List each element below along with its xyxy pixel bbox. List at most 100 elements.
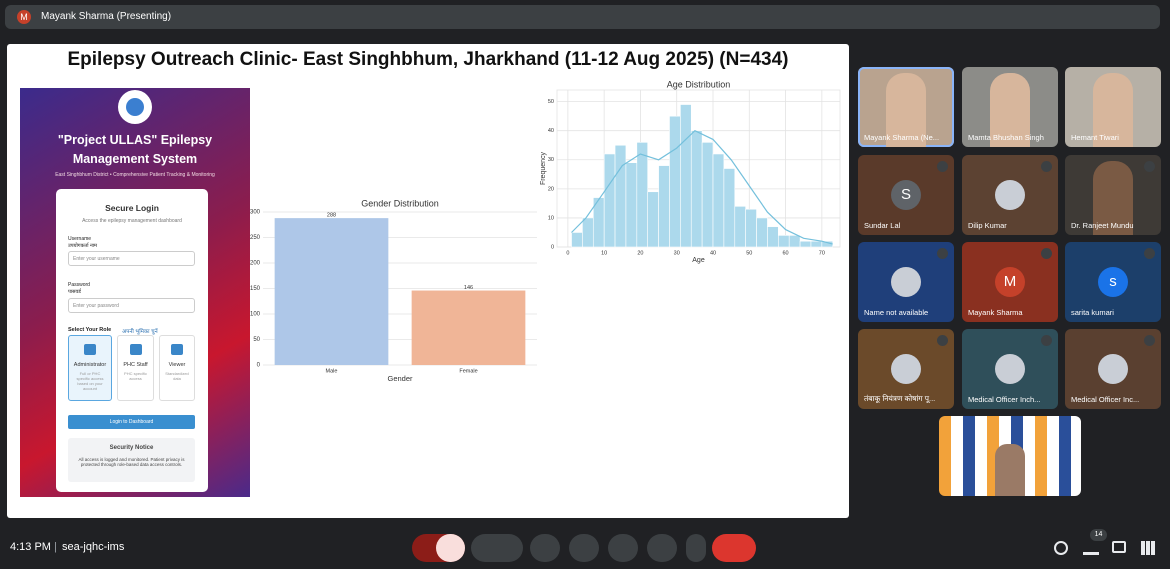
bar xyxy=(411,290,526,365)
histogram-bar xyxy=(734,205,746,248)
participant-tile: Medical Officer Inch... xyxy=(962,329,1058,409)
x-axis-label: Age xyxy=(692,257,705,264)
participant-picture xyxy=(891,354,921,384)
participant-name: Mamta Bhushan Singh xyxy=(968,133,1044,142)
card-subtitle: Access the epilepsy management dashboard xyxy=(82,218,182,224)
histogram-bar xyxy=(756,217,768,248)
histogram-bar xyxy=(658,165,670,248)
y-tick-label: 0 xyxy=(257,363,261,369)
info-button[interactable] xyxy=(1054,541,1068,555)
participant-name: Dilip Kumar xyxy=(968,221,1007,230)
camera-button[interactable] xyxy=(471,534,523,562)
participant-name: sarita kumari xyxy=(1071,308,1114,317)
mute-icon xyxy=(937,248,948,259)
more-button[interactable] xyxy=(686,534,706,562)
bar xyxy=(274,218,389,365)
histogram-bar xyxy=(723,168,736,248)
x-tick-label: 20 xyxy=(637,250,643,256)
x-tick-label: 60 xyxy=(783,250,789,256)
kde-line xyxy=(571,129,833,245)
x-tick-label: 10 xyxy=(601,250,607,256)
login-button: Login to Dashboard xyxy=(68,415,195,429)
x-tick-label: 30 xyxy=(674,250,680,256)
participant-picture xyxy=(886,73,926,147)
y-tick-label: 20 xyxy=(548,186,554,192)
participant-initial: s xyxy=(1098,267,1128,297)
notice-text: All access is logged and monitored. Pati… xyxy=(78,457,185,467)
password-input: Enter your password xyxy=(68,298,195,313)
y-tick-label: 30 xyxy=(548,157,554,163)
notice-title: Security Notice xyxy=(109,445,154,451)
participant-tile: M Mayank Sharma xyxy=(962,242,1058,322)
role-label: Select Your Role xyxy=(68,327,112,333)
leave-button[interactable] xyxy=(712,534,756,562)
person xyxy=(995,444,1025,496)
participant-tile: S Sundar Lal xyxy=(858,155,954,235)
histogram-bar xyxy=(636,142,649,248)
y-tick-label: 10 xyxy=(548,215,554,221)
histogram-bar xyxy=(625,162,638,248)
histogram-bar xyxy=(701,142,714,248)
x-tick-label: Male xyxy=(326,368,338,374)
emoji-button[interactable] xyxy=(569,534,599,562)
histogram-bar xyxy=(647,191,659,248)
mute-icon xyxy=(1041,248,1052,259)
histogram-bar xyxy=(810,240,823,248)
participant-picture xyxy=(1093,161,1133,235)
participant-tile: Mamta Bhushan Singh xyxy=(962,67,1058,147)
participant-initial: S xyxy=(891,180,921,210)
histogram-bar xyxy=(603,153,616,248)
login-card: Secure Login Access the epilepsy managem… xyxy=(56,189,208,492)
people-count: 14 xyxy=(1090,529,1107,541)
role-name: Administrator xyxy=(73,362,107,368)
participant-name: Medical Officer Inch... xyxy=(968,395,1041,404)
mic-button[interactable] xyxy=(412,534,465,562)
app-title: "Project ULLAS" Epilepsy Management Syst… xyxy=(57,133,213,166)
participant-picture xyxy=(1098,354,1128,384)
mute-icon xyxy=(1144,335,1155,346)
histogram-bar xyxy=(821,240,834,248)
y-tick-label: 300 xyxy=(250,210,261,216)
present-button[interactable] xyxy=(530,534,560,562)
mute-icon xyxy=(1041,335,1052,346)
activities-button[interactable] xyxy=(1141,541,1155,555)
captions-button[interactable] xyxy=(608,534,638,562)
histogram-bar xyxy=(745,208,757,248)
role-desc: Standardized data xyxy=(165,371,189,381)
slide-title: Epilepsy Outreach Clinic- East Singhbhum… xyxy=(67,49,789,70)
participant-name: Hemant Tiwari xyxy=(1071,133,1119,142)
raise-hand-button[interactable] xyxy=(647,534,677,562)
chat-button[interactable] xyxy=(1112,541,1126,553)
x-tick-label: 70 xyxy=(819,250,825,256)
people-button[interactable] xyxy=(1083,541,1099,555)
password-label-hi: पासवर्ड xyxy=(68,289,81,295)
participant-name: तंबाकू नियंत्रण कोषांग पू... xyxy=(864,394,936,403)
participant-picture xyxy=(995,180,1025,210)
x-tick-label: 40 xyxy=(710,250,716,256)
participant-picture xyxy=(891,267,921,297)
x-axis-label: Gender xyxy=(387,374,413,383)
histogram-bar xyxy=(778,235,790,248)
participant-name: Sundar Lal xyxy=(864,221,901,230)
histogram-bar xyxy=(712,153,725,248)
chart-title: Age Distribution xyxy=(667,79,731,89)
app-subtitle: East Singhbhum District • Comprehensive … xyxy=(55,172,215,178)
username-label: Username xyxy=(68,236,92,242)
role-desc: PHC specific access xyxy=(124,371,147,381)
y-tick-label: 0 xyxy=(551,244,554,250)
password-label: Password xyxy=(68,282,90,288)
y-tick-label: 100 xyxy=(250,312,261,318)
participant-tile: Medical Officer Inc... xyxy=(1065,329,1161,409)
y-tick-label: 250 xyxy=(250,235,261,241)
y-axis-label: Frequency xyxy=(540,151,547,185)
data-label: 288 xyxy=(327,213,336,219)
x-tick-label: 0 xyxy=(566,250,569,256)
role-option: Viewer Standardized data xyxy=(159,335,195,401)
mute-icon xyxy=(1041,161,1052,172)
username-input: Enter your username xyxy=(68,251,195,266)
data-label: 146 xyxy=(464,285,473,291)
role-option: Administrator Full or PHC specific access… xyxy=(68,335,112,401)
participant-tile: तंबाकू नियंत्रण कोषांग पू... xyxy=(858,329,954,409)
mute-icon xyxy=(1144,248,1155,259)
y-tick-label: 200 xyxy=(250,261,261,267)
